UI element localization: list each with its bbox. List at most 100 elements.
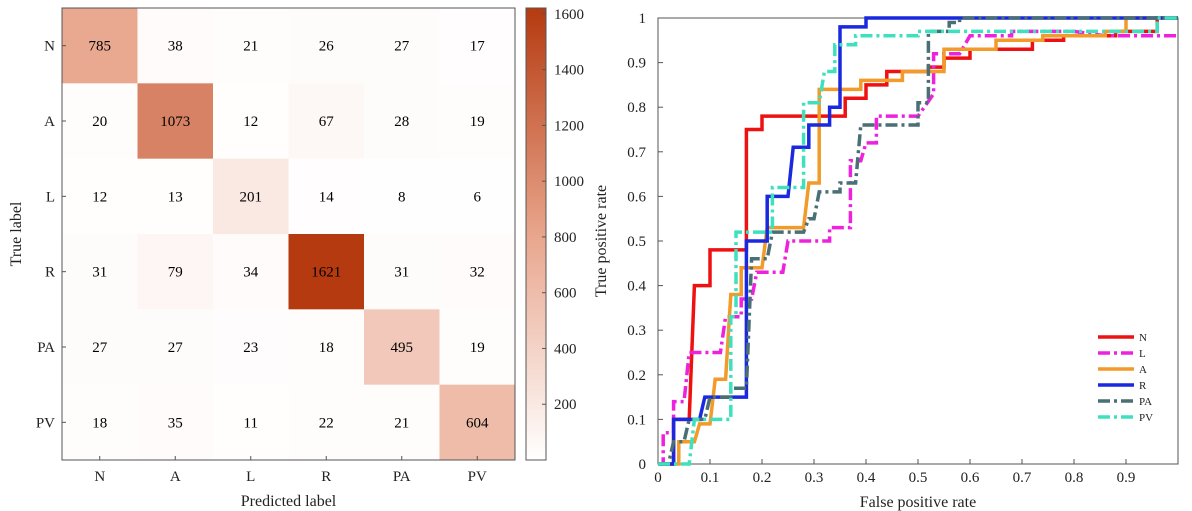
cm-cell-value: 21 <box>394 415 409 431</box>
confusion-matrix-x-axis-label: Predicted label <box>241 493 337 510</box>
cm-cell-value: 785 <box>89 39 112 55</box>
colorbar-tick-label: 600 <box>554 286 577 302</box>
cm-cell-value: 12 <box>243 114 258 130</box>
cm-x-tick-label: N <box>94 469 105 485</box>
colorbar-tick-label: 1600 <box>554 7 584 23</box>
cm-y-tick-label: R <box>45 265 55 281</box>
cm-y-tick-label: A <box>44 114 55 130</box>
cm-cell-value: 495 <box>391 340 414 356</box>
cm-y-tick-label: PV <box>36 415 55 431</box>
cm-cell-value: 13 <box>168 189 183 205</box>
roc-series-pv <box>658 16 1178 466</box>
cm-cell <box>213 384 289 461</box>
cm-cell <box>213 309 289 386</box>
cm-cell-value: 28 <box>394 114 409 130</box>
cm-cell <box>288 384 365 461</box>
cm-cell-value: 22 <box>319 415 334 431</box>
cm-x-tick-label: R <box>321 469 331 485</box>
cm-cell-value: 1621 <box>311 265 341 281</box>
colorbar-scale <box>525 7 547 461</box>
roc-y-ticks: 0 0.1 0.2 0.3 0.4 0.5 0.6 0.7 0.8 0.9 1 <box>627 11 663 473</box>
colorbar-tick-label: 200 <box>554 397 577 413</box>
colorbar-tick-label: 1200 <box>554 118 584 134</box>
cm-cell <box>137 384 214 461</box>
cm-cell <box>364 234 440 310</box>
cm-cell-value: 23 <box>243 340 258 356</box>
colorbar-tick-label: 1400 <box>554 63 584 79</box>
cm-cell <box>137 83 214 160</box>
cm-cell <box>62 234 138 310</box>
cm-cell <box>439 158 516 235</box>
cm-cell-value: 27 <box>92 340 108 356</box>
confusion-matrix-y-ticks: N A L R PA PV <box>36 39 66 431</box>
cm-cell <box>288 158 365 235</box>
colorbar-ticks: 200 400 600 800 1000 1200 1400 1600 <box>542 7 584 413</box>
colorbar: 200 400 600 800 1000 1200 1400 1600 <box>525 7 584 461</box>
colorbar-tick-label: 400 <box>554 341 577 357</box>
cm-cell <box>439 8 516 84</box>
cm-cell-value: 19 <box>470 340 485 356</box>
roc-y-tick-label: 0.9 <box>627 56 646 72</box>
cm-y-tick-label: PA <box>37 340 55 356</box>
cm-cell-value: 17 <box>470 39 486 55</box>
cm-cell <box>213 83 289 160</box>
cm-cell <box>137 309 214 386</box>
roc-x-tick-label: 0 <box>654 470 662 486</box>
roc-y-tick-label: 0.6 <box>627 189 646 205</box>
roc-series-a <box>658 16 1178 466</box>
roc-y-tick-label: 0.8 <box>627 100 646 116</box>
cm-x-tick-label: L <box>246 469 255 485</box>
cm-cell-value: 34 <box>243 265 259 281</box>
cm-cell <box>288 8 365 84</box>
cm-cell <box>213 158 289 235</box>
roc-x-tick-label: 0.3 <box>805 470 824 486</box>
cm-cell-value: 31 <box>394 265 409 281</box>
legend-label-pv: PV <box>1139 412 1153 424</box>
roc-series-lines <box>658 16 1178 466</box>
cm-cell <box>137 234 214 310</box>
confusion-matrix: 785 38 21 26 27 17 20 1073 12 67 28 19 12 13 201 14 8 6 31… <box>8 7 516 510</box>
cm-cell-value: 6 <box>474 189 482 205</box>
roc-x-tick-label: 0.4 <box>857 470 876 486</box>
cm-cell <box>288 309 365 386</box>
confusion-matrix-y-axis-label: True label <box>8 201 25 266</box>
cm-cell-value: 38 <box>168 39 183 55</box>
cm-cell-value: 79 <box>168 265 183 281</box>
roc-series-r <box>658 16 1178 466</box>
cm-cell <box>364 8 440 84</box>
roc-series-l <box>658 29 1178 466</box>
roc-x-tick-label: 0.8 <box>1065 470 1084 486</box>
roc-x-tick-label: 0.6 <box>961 470 980 486</box>
cm-cell-value: 20 <box>92 114 107 130</box>
cm-cell <box>213 8 289 84</box>
roc-y-tick-label: 1 <box>639 11 647 27</box>
roc-x-tick-label: 0.7 <box>1013 470 1032 486</box>
cm-cell-value: 18 <box>319 340 334 356</box>
cm-cell <box>213 234 289 310</box>
legend-label-a: A <box>1139 364 1147 376</box>
cm-y-tick-label: N <box>44 39 55 55</box>
cm-cell-value: 27 <box>394 39 410 55</box>
confusion-matrix-frame <box>61 7 516 461</box>
cm-cell <box>439 384 516 461</box>
cm-cell <box>62 309 138 386</box>
cm-cell-value: 19 <box>470 114 485 130</box>
cm-cell <box>364 384 440 461</box>
legend-label-l: L <box>1139 348 1146 360</box>
cm-cell-value: 604 <box>466 415 489 431</box>
cm-x-tick-label: PA <box>393 469 411 485</box>
cm-cell <box>439 234 516 310</box>
roc-y-tick-label: 0.2 <box>627 368 646 384</box>
cm-cell <box>439 309 516 386</box>
roc-y-tick-label: 0 <box>639 457 647 473</box>
cm-cell <box>364 309 440 386</box>
cm-cell <box>288 234 365 310</box>
cm-cell <box>364 158 440 235</box>
cm-cell <box>137 158 214 235</box>
roc-x-tick-label: 0.1 <box>701 470 720 486</box>
roc-y-axis-label: True positive rate <box>593 185 610 297</box>
roc-y-tick-label: 0.3 <box>627 323 646 339</box>
cm-y-tick-label: L <box>46 189 55 205</box>
cm-cell-value: 32 <box>470 265 485 281</box>
